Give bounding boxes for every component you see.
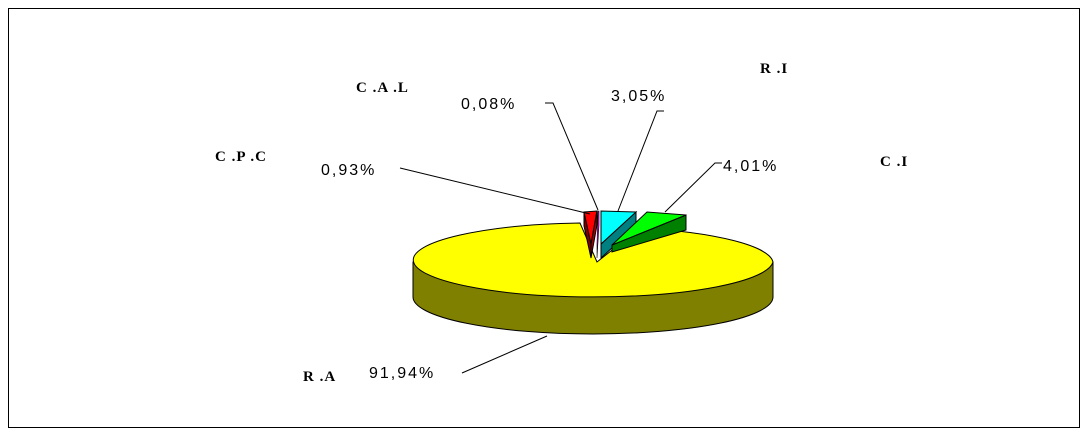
leader-line-c-i [664, 162, 722, 213]
pie-slice-c-i [611, 211, 687, 253]
leader-line-r-i [617, 110, 664, 212]
pie-slice-c-a-l [596, 210, 600, 259]
leader-line-c-a-l [545, 102, 599, 211]
pie-slice-c-p-c [583, 210, 598, 259]
pie-slice-r-i [600, 210, 638, 260]
percent-label-c-p-c: 0,93% [321, 162, 376, 179]
category-label-c-i: C .I [880, 154, 908, 170]
category-label-r-a: R .A [303, 369, 336, 385]
percent-label-r-a: 91,94% [369, 365, 435, 382]
leader-line-c-p-c [399, 167, 591, 215]
category-label-r-i: R .I [760, 61, 788, 77]
pie-slice-r-a [412, 222, 774, 335]
percent-label-c-i: 4,01% [723, 158, 778, 175]
category-label-c-p-c: C .P .C [215, 149, 267, 165]
chart-frame [8, 8, 1080, 428]
leader-lines [399, 102, 722, 374]
percent-label-r-i: 3,05% [611, 88, 666, 105]
percent-label-c-a-l: 0,08% [461, 96, 516, 113]
leader-line-r-a [461, 335, 548, 374]
category-label-c-a-l: C .A .L [356, 80, 409, 96]
